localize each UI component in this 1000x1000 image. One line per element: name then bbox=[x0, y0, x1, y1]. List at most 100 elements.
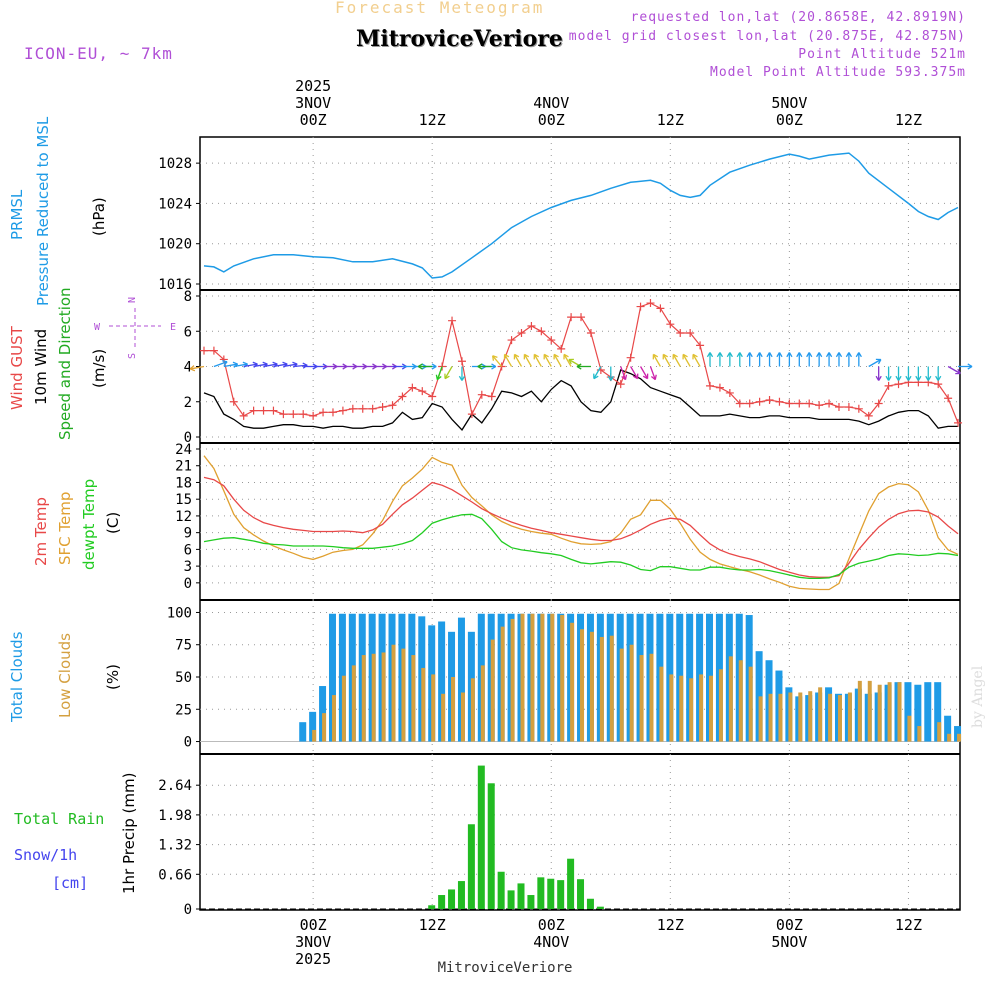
wind-arrow-head bbox=[492, 355, 498, 361]
sfc-temp-line bbox=[203, 455, 959, 591]
low-cloud-bar bbox=[877, 684, 882, 742]
wind-arrow-head bbox=[835, 352, 843, 358]
total-cloud-bar bbox=[944, 715, 952, 742]
wind-direction-arrow bbox=[672, 354, 681, 367]
y-tick-label: 8 bbox=[184, 289, 192, 305]
wind-direction-arrow bbox=[513, 354, 523, 367]
bottom-time-label: 12Z bbox=[895, 916, 922, 934]
low-cloud-bar bbox=[322, 713, 327, 742]
compass-east: E bbox=[170, 322, 176, 333]
gust-marker bbox=[289, 410, 298, 419]
gust-marker bbox=[854, 404, 863, 413]
low-cloud-bar bbox=[500, 626, 505, 742]
gust-marker bbox=[825, 399, 834, 408]
wind-arrow-head bbox=[895, 375, 902, 381]
wind-arrow-head bbox=[593, 373, 599, 380]
rain-bar bbox=[487, 783, 495, 909]
low-cloud-bar bbox=[679, 675, 684, 742]
gust-marker bbox=[398, 392, 407, 401]
low-cloud-bar bbox=[699, 674, 704, 742]
snow-unit: [cm] bbox=[52, 874, 89, 892]
wind-direction-arrow bbox=[523, 354, 532, 367]
gust-marker bbox=[259, 406, 268, 415]
wind-direction-arrow bbox=[263, 363, 278, 368]
low-cloud-bar bbox=[808, 691, 813, 742]
gust-marker bbox=[448, 316, 457, 325]
wind-arrow-head bbox=[491, 363, 497, 370]
snow-label: Snow/1h bbox=[14, 846, 78, 864]
low-cloud-bar bbox=[540, 613, 545, 742]
wind-arrow-head bbox=[444, 373, 450, 380]
wind-arrow-head bbox=[458, 375, 466, 381]
wind-direction-arrow bbox=[947, 365, 961, 375]
total-cloud-bar bbox=[904, 682, 912, 742]
low-cloud-bar bbox=[589, 631, 594, 742]
wind-arrow-head bbox=[796, 352, 803, 358]
wind-direction-arrow bbox=[492, 355, 503, 367]
total-cloud-bar bbox=[299, 722, 307, 742]
top-time-label: 5NOV bbox=[771, 94, 807, 112]
gust-marker bbox=[696, 341, 705, 350]
gust-marker bbox=[884, 381, 893, 390]
low-cloud-bar bbox=[728, 656, 733, 742]
low-cloud-bar bbox=[659, 666, 664, 742]
y-tick-label: 1.98 bbox=[158, 808, 192, 824]
gust-marker bbox=[507, 336, 516, 345]
wind-arrow-head bbox=[607, 375, 614, 381]
gust-marker bbox=[388, 401, 397, 410]
gust-marker bbox=[249, 406, 258, 415]
gust-marker bbox=[656, 304, 665, 313]
requested-coords: requested lon,lat (20.8658E, 42.8919N) bbox=[630, 10, 966, 25]
wind-arrow-head bbox=[621, 374, 628, 381]
y-tick-label: 1028 bbox=[158, 156, 192, 172]
y-tick-label: 0 bbox=[184, 735, 192, 751]
total-cloud-bar bbox=[686, 613, 694, 742]
total-cloud-bar bbox=[914, 684, 922, 742]
low-cloud-bar bbox=[351, 665, 356, 742]
bottom-time-label: 2025 bbox=[295, 950, 331, 968]
rain-bar bbox=[438, 895, 446, 909]
wind-direction-arrow bbox=[868, 358, 882, 368]
wind-arrow-head bbox=[692, 353, 698, 360]
low-cloud-bar bbox=[738, 660, 743, 742]
wind-arrow-head bbox=[967, 363, 973, 370]
wind-arrow-head bbox=[553, 353, 559, 360]
low-cloud-bar bbox=[599, 636, 604, 742]
top-time-label: 3NOV bbox=[295, 94, 331, 112]
wind-direction-arrow bbox=[652, 354, 661, 367]
wind-arrow-head bbox=[632, 373, 639, 380]
gust-marker bbox=[944, 394, 953, 403]
y-tick-label: 15 bbox=[175, 492, 192, 508]
gust-marker bbox=[715, 383, 724, 392]
wind-direction-arrow bbox=[283, 363, 298, 368]
y-tick-label: 1.32 bbox=[158, 838, 192, 854]
low-cloud-bar bbox=[312, 729, 317, 742]
gust-marker bbox=[378, 403, 387, 412]
rain-bar bbox=[428, 905, 436, 909]
rain-label: Total Rain bbox=[14, 810, 105, 828]
low-cloud-bar bbox=[788, 692, 793, 742]
gust-marker bbox=[229, 397, 238, 406]
wind-arrow-head bbox=[503, 353, 510, 360]
wind-arrow-head bbox=[766, 352, 773, 358]
wind-arrow-head bbox=[435, 374, 442, 381]
low-cloud-bar bbox=[460, 692, 465, 742]
bottom-time-label: 3NOV bbox=[295, 933, 331, 951]
y-tick-label: 9 bbox=[184, 526, 192, 542]
gust-marker bbox=[408, 383, 417, 392]
low-cloud-bar bbox=[451, 677, 456, 742]
gust-marker bbox=[725, 388, 734, 397]
wind-arrow-head bbox=[935, 375, 942, 381]
gust-marker bbox=[457, 357, 466, 366]
y-tick-label: 0 bbox=[184, 430, 192, 446]
low-cloud-bar bbox=[857, 680, 862, 742]
wind-arrow-head bbox=[568, 358, 574, 365]
rain-bar bbox=[497, 871, 505, 909]
low-cloud-bar bbox=[560, 615, 565, 742]
wind-direction-arrow bbox=[273, 363, 288, 368]
wind-direction-arrow bbox=[444, 366, 453, 379]
wind-arrow-head bbox=[189, 365, 196, 372]
gust-marker bbox=[428, 392, 437, 401]
gust-marker bbox=[279, 410, 288, 419]
wind-arrow-head bbox=[885, 375, 892, 381]
